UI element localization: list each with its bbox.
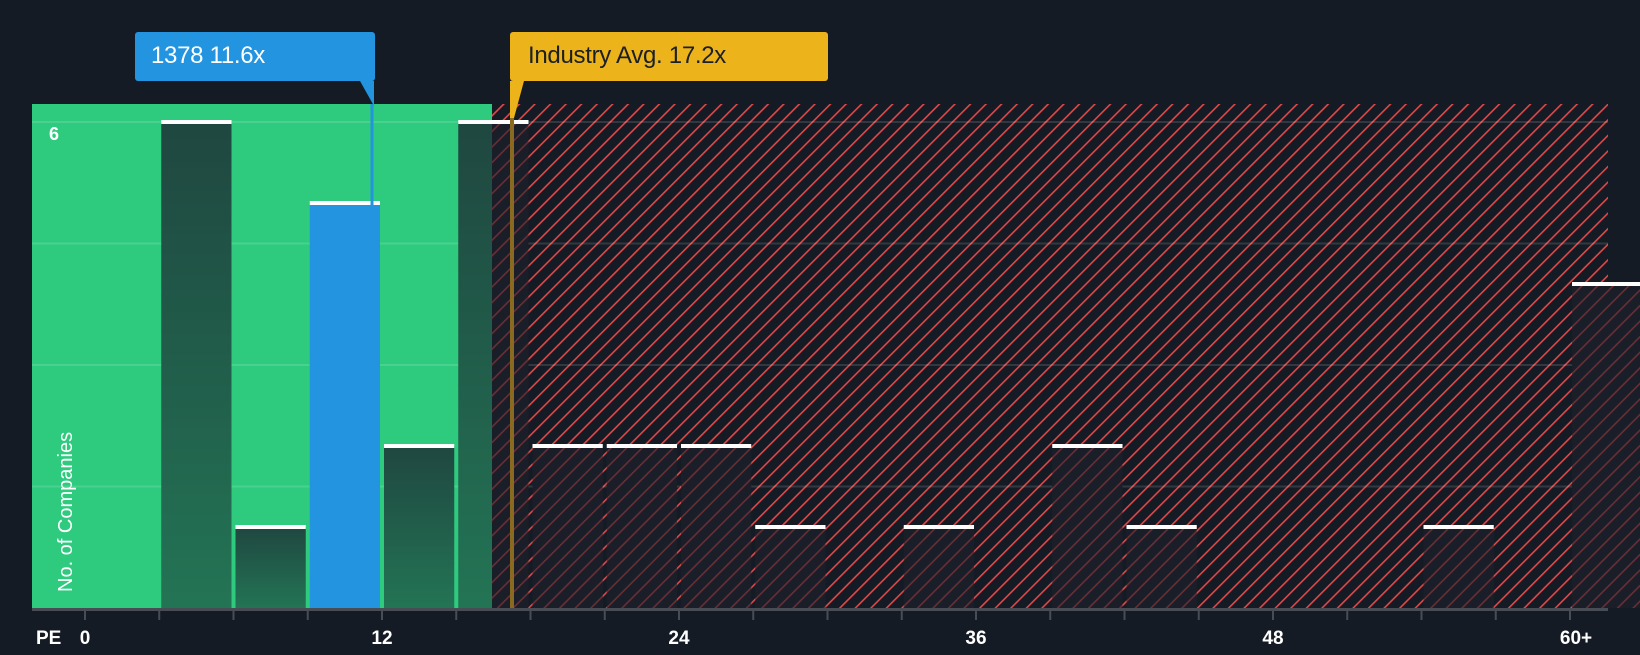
- x-tick-label: 36: [965, 628, 987, 649]
- histogram-bar: [384, 446, 455, 608]
- bar-top-cap: [235, 525, 306, 529]
- histogram-bar: [606, 446, 677, 608]
- company-label-pointer: [360, 81, 374, 106]
- x-tick-label: 0: [79, 628, 91, 649]
- bar-top-cap: [384, 444, 455, 448]
- histogram-bar: [681, 446, 752, 608]
- x-axis-tick: [1049, 611, 1052, 620]
- x-axis-tick: [158, 611, 161, 620]
- x-axis-tick: [306, 611, 309, 620]
- bar-top-cap: [532, 444, 603, 448]
- x-axis-tick: [232, 611, 235, 620]
- x-axis-tick: [529, 611, 532, 620]
- x-axis-tick: [1197, 611, 1200, 620]
- x-axis-tick: [1420, 611, 1423, 620]
- x-axis-tick: [826, 611, 829, 620]
- x-axis-line: [32, 608, 1608, 611]
- x-axis-tick: [975, 611, 977, 620]
- bar-top-cap: [309, 201, 380, 205]
- bar-top-cap: [903, 525, 974, 529]
- y-axis-title: No. of Companies: [55, 431, 77, 592]
- x-axis-tick: [1346, 611, 1349, 620]
- x-axis-prefix: PE: [36, 628, 62, 649]
- x-axis-tick: [84, 611, 86, 620]
- histogram-bar: [161, 122, 232, 608]
- x-axis-tick: [752, 611, 755, 620]
- x-tick-label: 60+: [1559, 628, 1593, 649]
- bar-top-cap: [1423, 525, 1494, 529]
- x-axis-tick: [381, 611, 383, 620]
- y-tick-max: 6: [49, 124, 60, 144]
- x-axis-tick: [1123, 611, 1126, 620]
- bar-top-cap: [1572, 282, 1640, 286]
- x-axis-tick: [603, 611, 606, 620]
- bar-top-cap: [161, 120, 232, 124]
- x-axis-tick: [1272, 611, 1274, 620]
- industry-average-line: [510, 104, 514, 608]
- x-tick-label: 12: [371, 628, 393, 649]
- bar-top-cap: [681, 444, 752, 448]
- bar-top-cap: [1052, 444, 1123, 448]
- histogram-bar: [1572, 284, 1640, 608]
- histogram-bar: [458, 122, 492, 608]
- histogram-bar: [755, 527, 826, 608]
- industry-label-pointer: [510, 81, 524, 118]
- bar-top-cap: [1126, 525, 1197, 529]
- x-axis-tick: [1569, 611, 1571, 620]
- histogram-bar: [309, 203, 380, 608]
- x-tick-label: 24: [668, 628, 690, 649]
- bar-top-cap: [755, 525, 826, 529]
- company-pe-label: 1378 11.6x: [135, 32, 375, 81]
- histogram-bar: [1126, 527, 1197, 608]
- histogram-bar: [235, 527, 306, 608]
- histogram-bar: [903, 527, 974, 608]
- x-axis-tick: [678, 611, 680, 620]
- above-average-zone: [492, 104, 1608, 608]
- histogram-bar: [532, 446, 603, 608]
- company-marker-line: [370, 104, 374, 608]
- industry-average-label: Industry Avg. 17.2x: [510, 32, 828, 81]
- bar-top-cap: [606, 444, 677, 448]
- x-tick-label: 48: [1262, 628, 1284, 649]
- bar-top-cap: [458, 120, 529, 124]
- x-axis-tick: [900, 611, 903, 620]
- x-axis-tick: [1494, 611, 1497, 620]
- x-axis-tick: [455, 611, 458, 620]
- histogram-bar: [1423, 527, 1494, 608]
- histogram-bar: [1052, 446, 1123, 608]
